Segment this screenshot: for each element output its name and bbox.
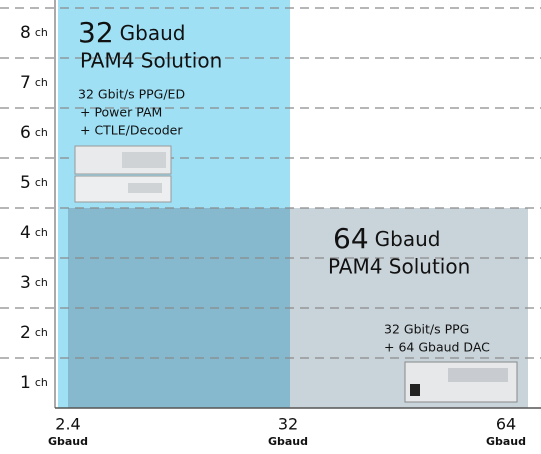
instrument-image xyxy=(75,146,171,202)
solution-detail: + CTLE/Decoder xyxy=(80,123,183,138)
solution-detail: 32 Gbit/s PPG xyxy=(384,322,469,337)
solution-detail: 32 Gbit/s PPG/ED xyxy=(78,87,185,102)
page: {"rows": [ {"number": "8", "unit": "ch"}… xyxy=(0,0,541,454)
x-label-value: 64 xyxy=(496,415,516,434)
solution-detail: + 64 Gbaud DAC xyxy=(384,340,490,355)
solution-name: PAM4 Solution xyxy=(328,255,470,279)
x-label-value: 2.4 xyxy=(55,415,80,434)
solution-detail: + Power PAM xyxy=(80,105,162,120)
x-label-unit: Gbaud xyxy=(268,435,308,448)
instrument-image xyxy=(405,362,517,402)
x-label-unit: Gbaud xyxy=(48,435,88,448)
x-label-value: 32 xyxy=(278,415,298,434)
diagram: 8ch7ch6ch5ch4ch3ch2ch1ch 2.4Gbaud32Gbaud… xyxy=(0,0,541,454)
solution-name: PAM4 Solution xyxy=(80,49,222,73)
x-label-unit: Gbaud xyxy=(486,435,526,448)
